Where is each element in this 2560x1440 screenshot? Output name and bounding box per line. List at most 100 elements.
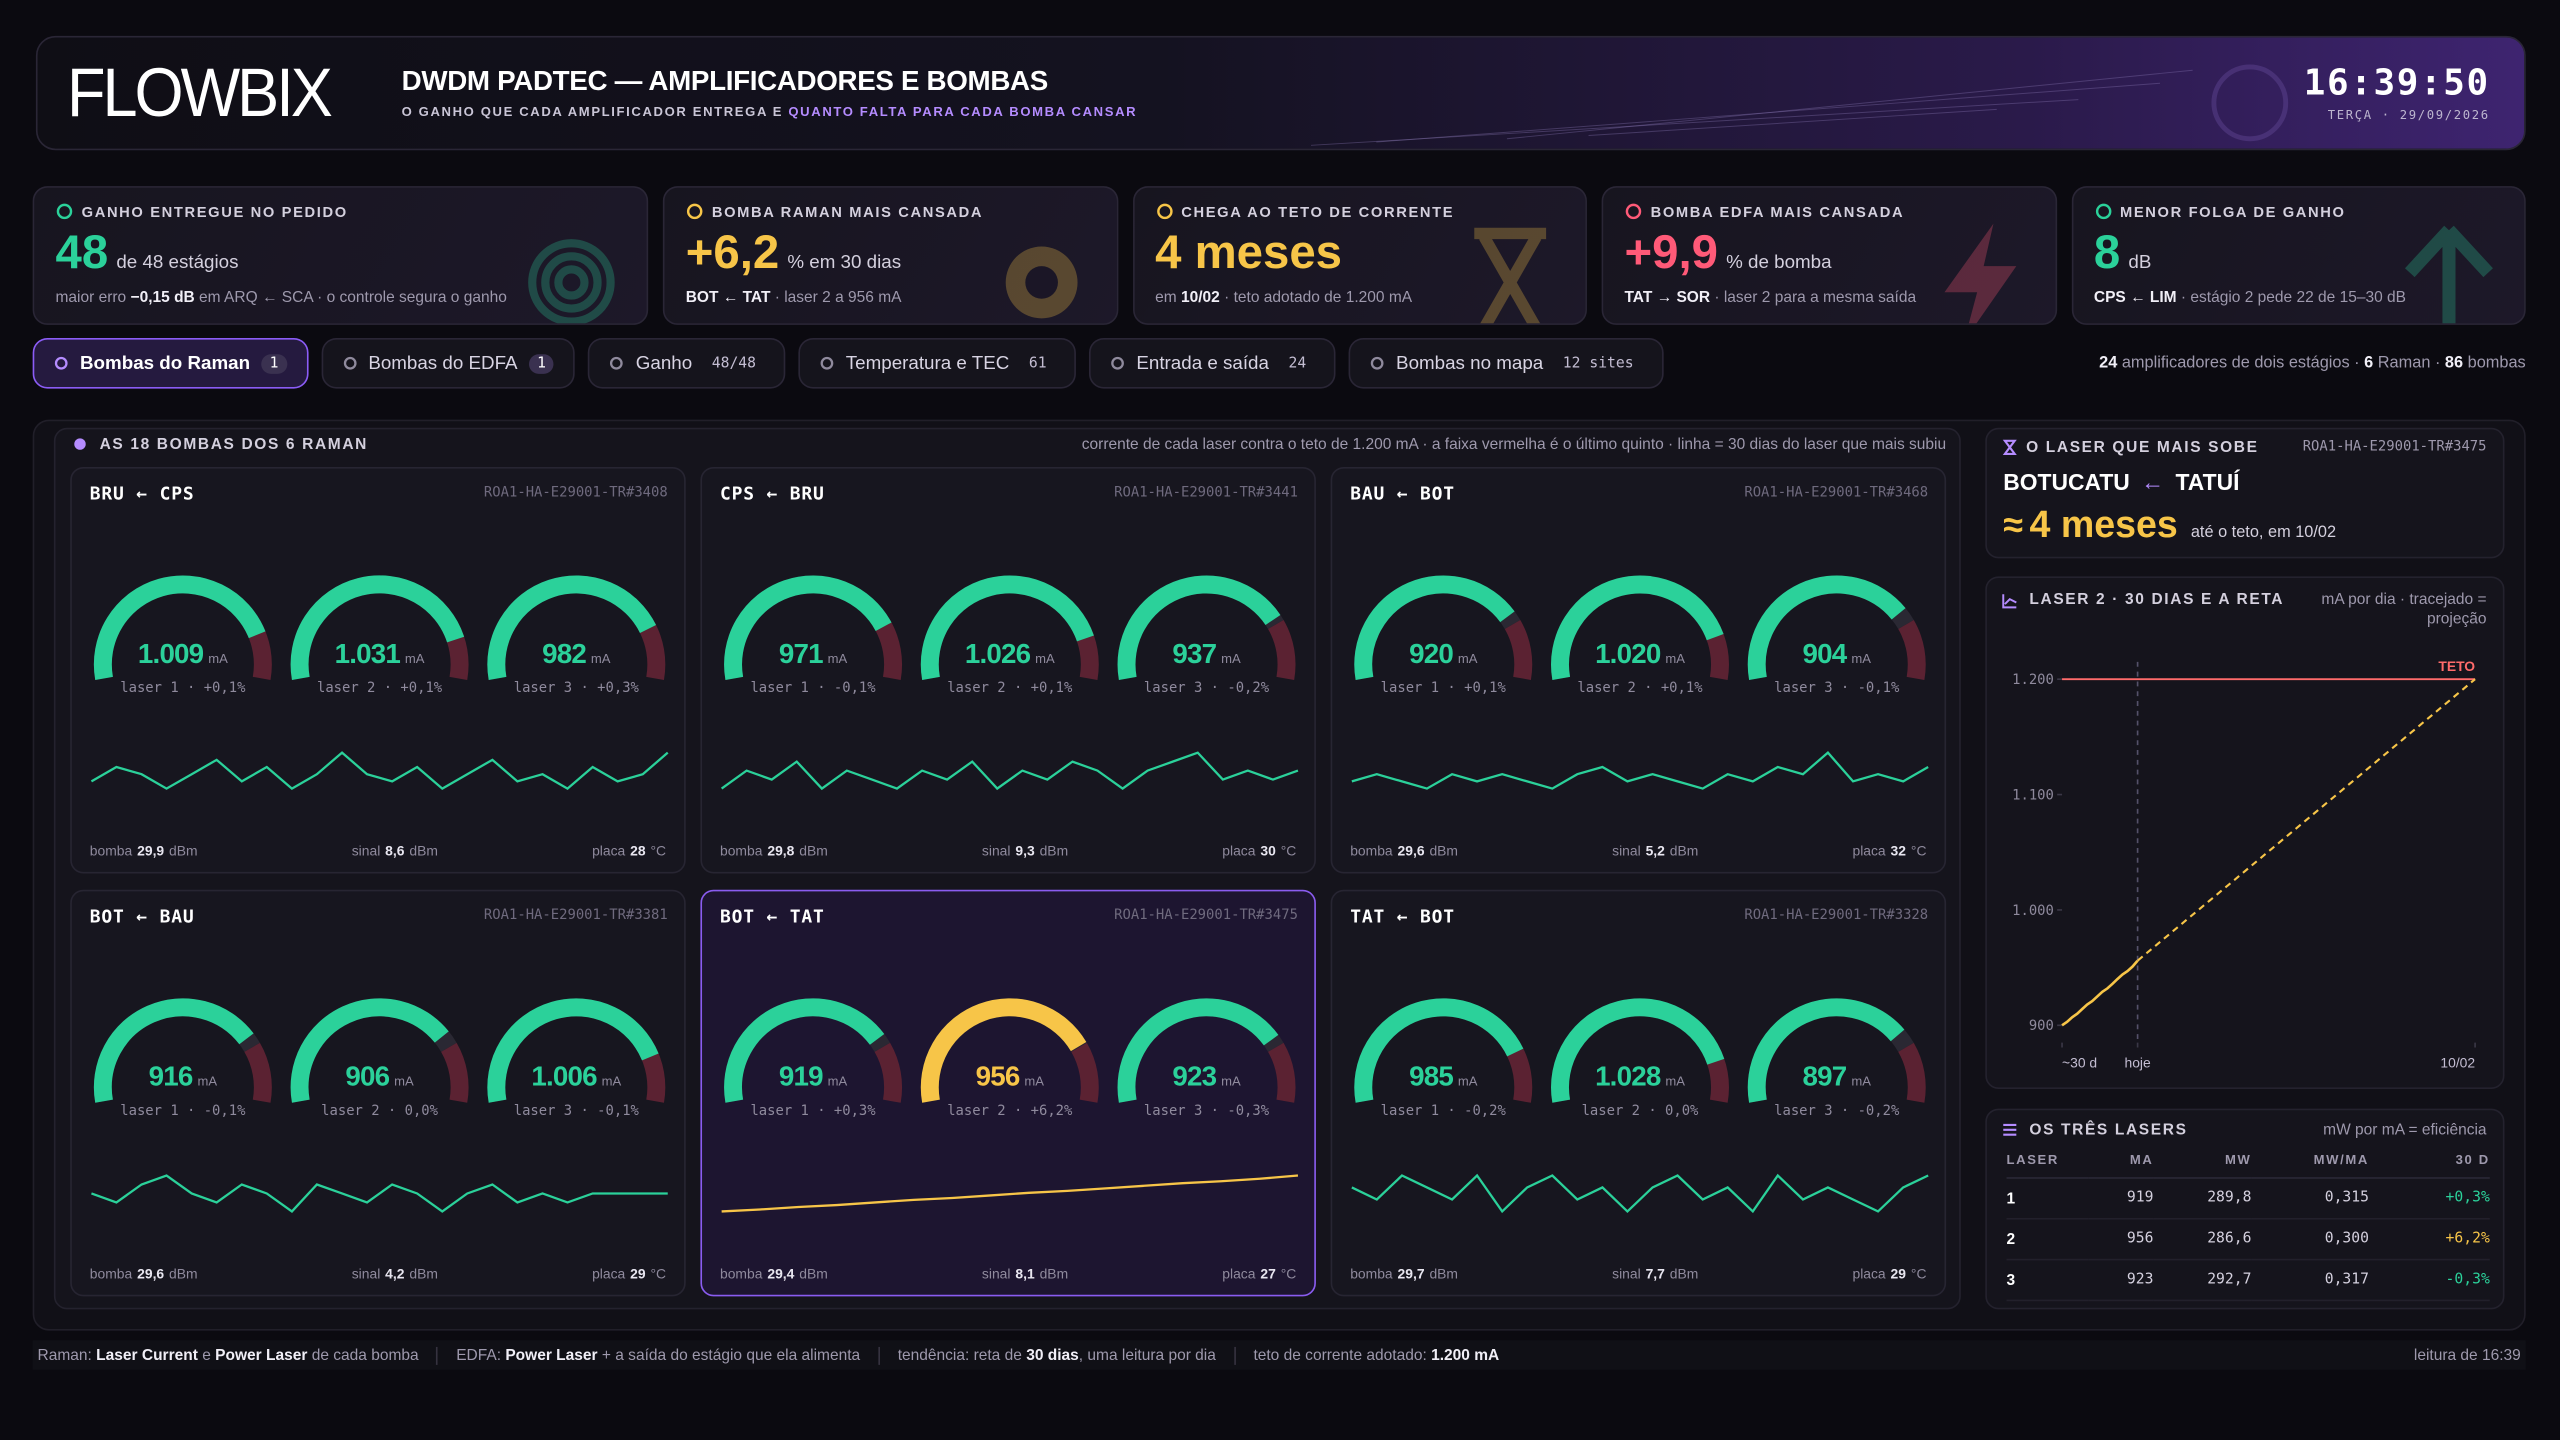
metric-value: 5,2 bbox=[1645, 842, 1665, 859]
footer-note-part: Laser Current bbox=[96, 1346, 198, 1365]
laser-label: laser 3 · -0,3% bbox=[1144, 1103, 1270, 1119]
trend-line bbox=[721, 1174, 1299, 1213]
bg-icon bbox=[1004, 246, 1077, 319]
tab[interactable]: Bombas do Raman 1 bbox=[32, 337, 308, 389]
rising-value: 4 meses bbox=[2029, 502, 2178, 546]
pump-title: BOT ← TAT bbox=[719, 906, 825, 928]
kpi-unit: de 48 estágios bbox=[116, 253, 239, 273]
kpi-note-part: em bbox=[1155, 288, 1181, 307]
tab[interactable]: Temperatura e TEC 61 bbox=[798, 337, 1076, 389]
metric-name: bomba bbox=[89, 842, 133, 859]
trend-line bbox=[91, 1174, 668, 1213]
summary-part: Raman · bbox=[2373, 354, 2445, 373]
pump-id: ROA1-HA-E29001-TR#3441 bbox=[1114, 484, 1298, 502]
metric-unit: dBm bbox=[799, 842, 828, 859]
kpi-value: +9,9 bbox=[1624, 226, 1718, 280]
line-chart: 900 1.000 1.100 1.200 ~30 d hoje 10/02 TETO bbox=[2012, 658, 2476, 1071]
laser-label: laser 1 · +0,3% bbox=[750, 1103, 876, 1119]
metric-value: 29,7 bbox=[1397, 1265, 1425, 1282]
kpi-note-part: CPS ← LIM bbox=[2093, 288, 2177, 307]
tab[interactable]: Bombas no mapa 12 sites bbox=[1348, 337, 1663, 389]
bg-icon bbox=[541, 252, 602, 313]
pump-footer: bomba 29,8 dBm sinal 9,3 dBm placa 30 °C bbox=[720, 842, 1296, 858]
bg-icon bbox=[2404, 225, 2493, 324]
gauge-unit: mA bbox=[208, 651, 228, 666]
footer-metric: sinal 8,1 dBm bbox=[982, 1265, 1068, 1281]
header-row: LASER MA MW MW/MA 30 D bbox=[2006, 1152, 2490, 1179]
gauge-value-label: 1.031 bbox=[335, 638, 401, 669]
kpi-note-part: TAT → SOR bbox=[1624, 288, 1711, 307]
footer-metric: bomba 29,6 dBm bbox=[1350, 842, 1458, 858]
footer-note: Raman: Laser Current e Power Laser de ca… bbox=[33, 1346, 437, 1364]
gauge-alert-band bbox=[1267, 620, 1296, 680]
summary: 24 amplificadores de dois estágios · 6 R… bbox=[2099, 338, 2526, 389]
table-head: LASER MA MW MW/MA 30 D bbox=[2006, 1152, 2490, 1179]
kpi-value-row: +6,2 % em 30 dias bbox=[686, 227, 901, 281]
footer-metric: sinal 4,2 dBm bbox=[352, 1265, 438, 1281]
metric-unit: dBm bbox=[1669, 842, 1699, 859]
kpi-unit: % em 30 dias bbox=[787, 253, 902, 273]
pump-graphics: 916 mA laser 1 · -0,1% 906 mA laser 2 · 0,0% 1… bbox=[91, 998, 668, 1213]
tab-icon-shape bbox=[54, 356, 68, 370]
metric-name: sinal bbox=[1612, 842, 1641, 859]
metric-name: sinal bbox=[981, 842, 1011, 859]
tab[interactable]: Entrada e saída 24 bbox=[1089, 337, 1336, 389]
footer-metric: placa 28 °C bbox=[592, 842, 666, 858]
tab-icon-shape bbox=[1370, 356, 1384, 370]
metric-name: sinal bbox=[351, 1265, 381, 1282]
metric-name: placa bbox=[1222, 842, 1256, 859]
gauge-value-label: 1.020 bbox=[1595, 638, 1661, 669]
kpi-unit: % de bomba bbox=[1726, 253, 1832, 273]
gauge-value-label: 1.009 bbox=[138, 638, 204, 669]
gauge-alert-band bbox=[874, 1042, 903, 1103]
metric-value: 29,9 bbox=[137, 842, 165, 859]
subtitle-part: QUANTO FALTA PARA CADA BOMBA CANSAR bbox=[788, 104, 1138, 120]
laser-label: laser 1 · -0,1% bbox=[120, 1103, 246, 1119]
projection-line bbox=[2136, 678, 2476, 962]
column-header: 30 D bbox=[2368, 1152, 2490, 1179]
chart-title: LASER 2 · 30 DIAS E A RETA bbox=[2029, 591, 2285, 609]
tab[interactable]: Bombas do EDFA 1 bbox=[320, 337, 576, 389]
streak bbox=[1376, 82, 2161, 143]
kpi-value-row: 8 dB bbox=[2094, 227, 2152, 281]
column-header: MA bbox=[2088, 1152, 2154, 1179]
gauge-value bbox=[724, 998, 885, 1103]
metric-name: sinal bbox=[981, 1265, 1011, 1282]
tab-icon bbox=[343, 356, 356, 370]
header: FLOWBIX DWDM PADTEC — AMPLIFICADORES E BO… bbox=[35, 35, 2526, 151]
gauge-unit: mA bbox=[1665, 1074, 1685, 1089]
kpi-note-part: maior erro bbox=[55, 288, 131, 307]
footer-note-part: 30 dias bbox=[1026, 1346, 1079, 1365]
gauge-label: 985 mA bbox=[1409, 1061, 1478, 1092]
tab-icon bbox=[1370, 356, 1384, 370]
header-title: DWDM PADTEC — AMPLIFICADORES E BOMBAS bbox=[401, 65, 1049, 97]
table-body: 1 919 289,8 0,315 +0,3% 2 956 286,6 0,300 +6,2% 3 9… bbox=[2006, 1177, 2490, 1302]
tab[interactable]: Ganho 48/48 bbox=[588, 337, 786, 389]
pump-panel: BAU ← BOT ROA1-HA-E29001-TR#3468 920 mA lase… bbox=[1330, 466, 1947, 874]
chart-card: LASER 2 · 30 DIAS E A RETA mA por dia · t… bbox=[1985, 576, 2505, 1089]
kpi-icon bbox=[56, 203, 73, 220]
tab-count: 61 bbox=[1028, 355, 1047, 372]
gauge-value-label: 956 bbox=[976, 1061, 1020, 1092]
gauge-label: 916 mA bbox=[149, 1061, 218, 1092]
table-cell: 956 bbox=[2088, 1218, 2154, 1261]
tab-icon-shape bbox=[610, 356, 624, 370]
gauge-unit: mA bbox=[1035, 651, 1055, 666]
kpi-icon-shape bbox=[1625, 203, 1642, 220]
footer-metric: placa 29 °C bbox=[1852, 1265, 1926, 1281]
gauge-unit: mA bbox=[394, 1074, 414, 1089]
kpi-note: BOT ← TAT · laser 2 a 956 mA bbox=[686, 289, 902, 307]
metric-name: placa bbox=[592, 1265, 626, 1282]
footer-metric: bomba 29,4 dBm bbox=[720, 1265, 828, 1281]
metric-unit: dBm bbox=[1429, 1265, 1459, 1282]
table-cell: 3 bbox=[2006, 1259, 2089, 1302]
kpi-unit: dB bbox=[2128, 253, 2152, 273]
pump-id: ROA1-HA-E29001-TR#3468 bbox=[1744, 484, 1929, 502]
gauge-alert-band bbox=[1504, 620, 1533, 680]
gauge-alert-band bbox=[1071, 1042, 1099, 1103]
laser-label: laser 3 · -0,2% bbox=[1144, 680, 1270, 696]
tab-label: Bombas no mapa bbox=[1396, 353, 1544, 374]
gauge-alert-band bbox=[244, 1042, 272, 1103]
pump-panel: BOT ← BAU ROA1-HA-E29001-TR#3381 916 mA lase… bbox=[70, 889, 686, 1297]
footer-metric: bomba 29,8 dBm bbox=[720, 842, 828, 858]
